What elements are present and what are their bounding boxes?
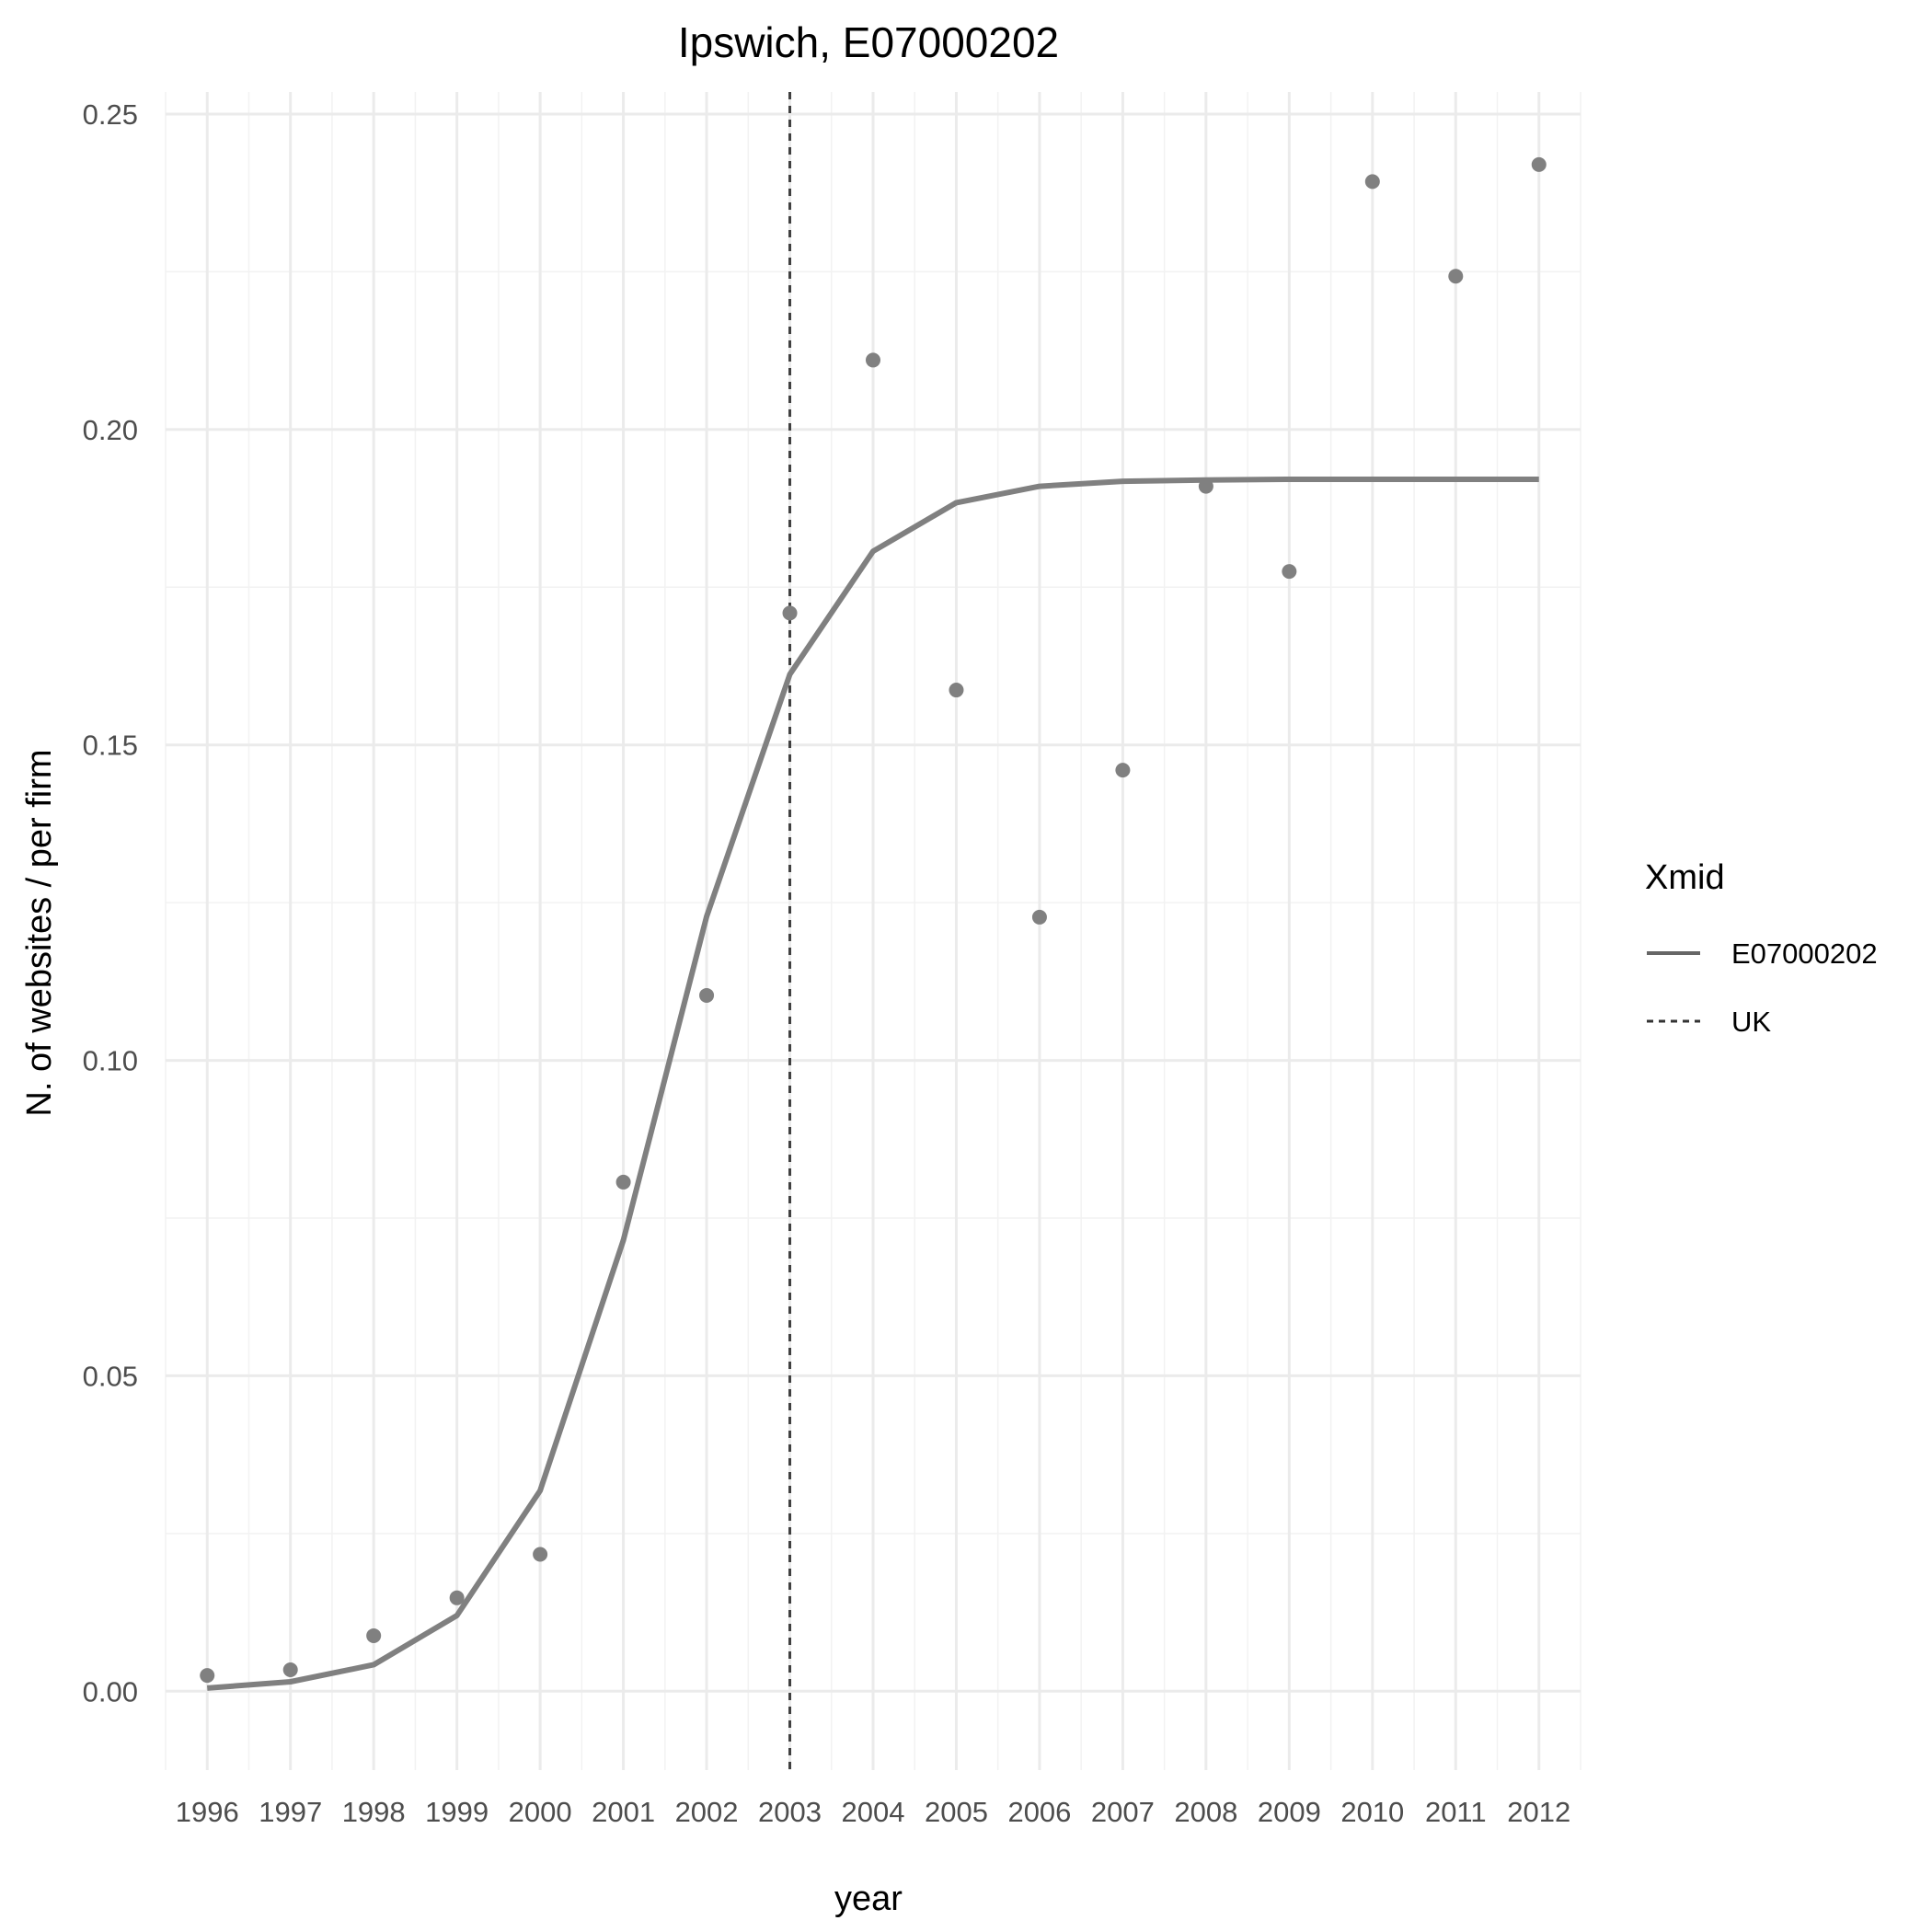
data-point	[1031, 909, 1047, 925]
data-point	[615, 1174, 631, 1190]
data-point	[782, 605, 798, 621]
chart-title: Ipswich, E07000202	[678, 18, 1059, 66]
x-tick-label: 2008	[1174, 1796, 1237, 1828]
legend: Xmid E07000202 UK	[1645, 858, 1878, 1038]
x-tick-label: 2002	[675, 1796, 739, 1828]
y-tick-label: 0.20	[83, 414, 138, 446]
x-tick-label: 2007	[1091, 1796, 1155, 1828]
x-tick-label: 1998	[342, 1796, 406, 1828]
data-point	[699, 987, 715, 1003]
data-point	[282, 1662, 298, 1677]
data-point	[1198, 478, 1213, 494]
legend-label-uk: UK	[1731, 1006, 1771, 1038]
legend-label-e07000202: E07000202	[1731, 937, 1878, 970]
x-tick-label: 1996	[176, 1796, 239, 1828]
fitted-line-e07000202	[207, 477, 1539, 1691]
x-tick-label: 2012	[1507, 1796, 1570, 1828]
legend-title: Xmid	[1645, 858, 1725, 897]
x-tick-label: 2010	[1340, 1796, 1404, 1828]
x-tick-label: 2011	[1425, 1796, 1487, 1828]
y-tick-label: 0.00	[83, 1675, 138, 1708]
axis-labels: 0.00 0.05 0.10 0.15 0.20 0.25 1996 1997 1998 1999…	[83, 98, 1571, 1828]
x-tick-label: 2003	[758, 1796, 822, 1828]
data-point	[366, 1627, 382, 1643]
data-point	[1364, 174, 1380, 190]
y-tick-label: 0.25	[83, 98, 138, 131]
x-tick-label: 2000	[509, 1796, 572, 1828]
x-tick-label: 2004	[842, 1796, 905, 1828]
x-tick-label: 2009	[1258, 1796, 1321, 1828]
data-point	[1531, 156, 1547, 172]
data-point	[1115, 763, 1131, 778]
x-tick-label: 1997	[259, 1796, 322, 1828]
grid	[165, 92, 1581, 1770]
x-axis-title: year	[834, 1880, 903, 1918]
y-axis-title: N. of websites / per firm	[20, 749, 59, 1116]
data-point	[1282, 564, 1297, 580]
data-point	[866, 352, 880, 368]
data-point	[533, 1547, 548, 1562]
y-tick-label: 0.10	[83, 1045, 138, 1077]
series	[200, 156, 1547, 1691]
x-tick-label: 2005	[925, 1796, 988, 1828]
y-tick-label: 0.15	[83, 730, 138, 762]
x-tick-label: 2001	[592, 1796, 655, 1828]
x-tick-label: 1999	[425, 1796, 489, 1828]
data-point	[449, 1590, 465, 1605]
x-tick-label: 2006	[1007, 1796, 1071, 1828]
y-tick-label: 0.05	[83, 1360, 138, 1392]
data-point	[1448, 269, 1464, 284]
data-point	[949, 683, 964, 698]
data-point	[200, 1668, 215, 1684]
